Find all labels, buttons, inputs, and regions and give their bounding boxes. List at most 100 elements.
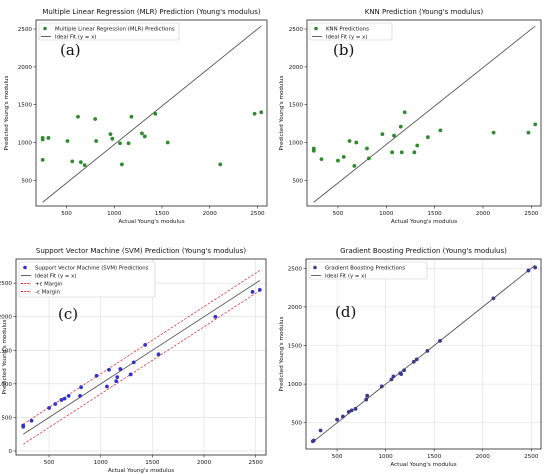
x-axis-label: Actual Young's modulus [118, 219, 184, 225]
data-point [399, 150, 404, 155]
data-point [108, 132, 113, 137]
data-point [70, 159, 75, 164]
data-point [391, 374, 396, 379]
y-tick-label: 1000 [18, 140, 33, 146]
data-point [425, 349, 430, 353]
legend-marker-0 [314, 26, 318, 31]
x-tick-label: 2500 [524, 454, 539, 460]
chart-title: Multiple Linear Regression (MLR) Predict… [42, 8, 260, 16]
data-point [118, 141, 122, 146]
panel-label: (b) [333, 41, 354, 59]
data-point [390, 150, 394, 155]
y-tick-label: 1500 [289, 103, 304, 109]
legend-label-0: Support Vector Machine (SVM) Predictions [35, 266, 149, 272]
series-line-1 [42, 25, 262, 203]
data-point [29, 418, 34, 423]
data-point [414, 357, 419, 362]
y-tick-label: 2000 [18, 65, 33, 71]
x-axis-label: Actual Young's modulus [391, 219, 457, 225]
data-point [366, 156, 371, 161]
data-point [128, 372, 133, 377]
x-tick-label: 2000 [476, 454, 491, 460]
data-point [399, 372, 404, 376]
series-line-2 [23, 270, 260, 425]
legend-box [18, 261, 156, 298]
x-axis-label: Actual Young's modulus [108, 468, 174, 474]
data-point [126, 141, 131, 146]
panel-label: (d) [335, 303, 356, 321]
chart-mlr: Multiple Linear Regression (MLR) Predict… [4, 8, 268, 225]
plot-frame [15, 258, 267, 456]
data-point [115, 375, 120, 380]
data-point [114, 379, 119, 384]
x-tick-label: 500 [333, 211, 344, 217]
plot-frame [306, 19, 542, 207]
y-tick-label: 2500 [289, 27, 304, 33]
legend-label-1: Ideal Fit (y = x) [35, 274, 76, 280]
x-tick-label: 1500 [155, 211, 170, 217]
chart-svm: Support Vector Machine (SVM) Prediction … [0, 247, 267, 474]
data-point [120, 162, 124, 167]
data-point [415, 143, 420, 148]
data-point [62, 396, 67, 401]
y-tick-label: 2500 [18, 27, 33, 33]
x-tick-label: 500 [332, 454, 343, 460]
y-tick-label: 1500 [18, 103, 33, 109]
data-point [402, 110, 407, 115]
x-tick-label: 2000 [203, 211, 218, 217]
x-tick-label: 2000 [197, 460, 212, 466]
data-point [412, 150, 417, 155]
data-point [218, 162, 223, 167]
data-point [336, 158, 340, 163]
data-point [47, 406, 51, 410]
data-point [438, 128, 443, 133]
x-tick-label: 1500 [145, 460, 160, 466]
data-point [259, 110, 264, 115]
data-point [392, 133, 396, 138]
series-line-1 [313, 25, 536, 203]
data-point [129, 114, 134, 119]
legend-label-3: -ε Margin [35, 290, 60, 296]
legend-label-0: Multiple Linear Regression (MLR) Predict… [55, 27, 175, 33]
y-axis-label: Predicted Young's modulus [279, 75, 285, 150]
data-point [65, 139, 70, 143]
series-line-1 [22, 280, 261, 435]
y-axis-label: Predicted Young's modulus [4, 75, 10, 150]
y-tick-label: 2500 [0, 281, 12, 287]
y-tick-label: 0 [8, 449, 12, 455]
x-tick-label: 2500 [524, 211, 539, 217]
data-point [318, 428, 323, 433]
y-axis-label: Predicted Young's modulus [279, 316, 285, 391]
legend-label-2: +ε Margin [35, 282, 63, 288]
data-point [250, 289, 255, 294]
legend-label-1: Ideal Fit (y = x) [55, 35, 96, 41]
data-point [526, 268, 531, 273]
legend-box [308, 261, 428, 280]
data-point [156, 352, 161, 357]
data-point [380, 132, 385, 137]
x-tick-label: 2000 [476, 211, 491, 217]
x-tick-label: 1500 [427, 454, 442, 460]
data-point [533, 265, 538, 270]
data-point [78, 160, 83, 165]
data-point [93, 117, 98, 121]
legend-marker-0 [23, 265, 27, 270]
legend-box [38, 22, 180, 41]
y-tick-label: 2500 [288, 266, 303, 272]
data-point [349, 408, 354, 413]
data-point [153, 111, 158, 116]
data-point [21, 423, 26, 428]
data-point [213, 314, 218, 319]
data-point [341, 154, 346, 159]
y-axis-label: Predicted Young's modulus [2, 319, 8, 394]
data-point [364, 397, 369, 402]
data-point [40, 137, 45, 142]
x-tick-label: 500 [44, 460, 55, 466]
panel-label: (c) [58, 305, 78, 323]
data-point [365, 146, 369, 151]
data-point [66, 394, 71, 398]
x-axis-label: Actual Young's modulus [390, 462, 456, 468]
data-point [402, 368, 406, 373]
x-tick-label: 1000 [379, 454, 394, 460]
data-point [379, 384, 384, 389]
